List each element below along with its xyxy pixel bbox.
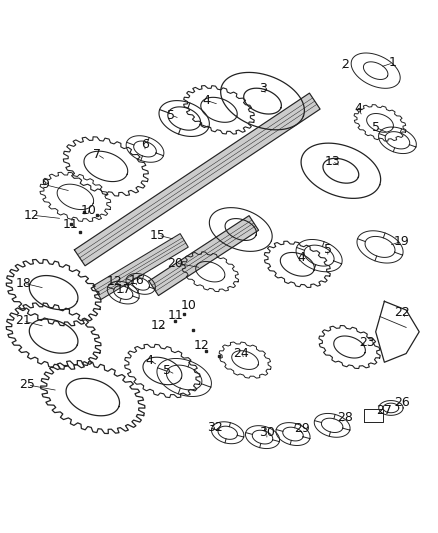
Text: 12: 12 <box>24 208 40 222</box>
Polygon shape <box>149 216 258 296</box>
Text: 18: 18 <box>15 277 31 289</box>
Text: 4: 4 <box>145 353 153 367</box>
Polygon shape <box>93 233 188 300</box>
Polygon shape <box>74 93 320 266</box>
Text: 16: 16 <box>128 274 144 287</box>
Text: 10: 10 <box>180 299 197 312</box>
Text: 4: 4 <box>202 94 210 107</box>
Text: 23: 23 <box>359 336 375 349</box>
Text: 21: 21 <box>15 314 31 327</box>
Text: 7: 7 <box>93 148 101 161</box>
Text: 9: 9 <box>41 178 49 191</box>
Text: 11: 11 <box>168 309 184 322</box>
Text: 11: 11 <box>63 218 79 231</box>
Text: 12: 12 <box>107 275 123 288</box>
Text: 22: 22 <box>394 306 410 319</box>
Text: 10: 10 <box>81 204 96 217</box>
Text: 20: 20 <box>168 256 184 270</box>
Text: 26: 26 <box>394 396 410 409</box>
Text: 12: 12 <box>150 319 166 332</box>
Text: 5: 5 <box>167 109 175 122</box>
Text: 24: 24 <box>233 347 249 360</box>
Text: 28: 28 <box>337 411 353 424</box>
Text: 2: 2 <box>341 59 349 71</box>
Text: 4: 4 <box>298 251 306 264</box>
Text: 25: 25 <box>20 378 35 391</box>
Text: 30: 30 <box>259 426 275 439</box>
Text: 32: 32 <box>207 421 223 434</box>
Text: 3: 3 <box>258 83 266 95</box>
Text: 27: 27 <box>376 405 392 417</box>
Text: 5: 5 <box>163 364 171 377</box>
Text: 17: 17 <box>115 282 131 296</box>
Text: 5: 5 <box>324 243 332 256</box>
Text: 19: 19 <box>394 235 410 248</box>
Text: 15: 15 <box>150 229 166 241</box>
Text: 6: 6 <box>141 138 149 151</box>
Text: 12: 12 <box>194 339 209 352</box>
Text: 4: 4 <box>354 102 362 116</box>
Text: 1: 1 <box>389 56 397 69</box>
Text: 5: 5 <box>372 121 380 134</box>
Text: 13: 13 <box>324 155 340 168</box>
Text: 29: 29 <box>294 422 310 435</box>
